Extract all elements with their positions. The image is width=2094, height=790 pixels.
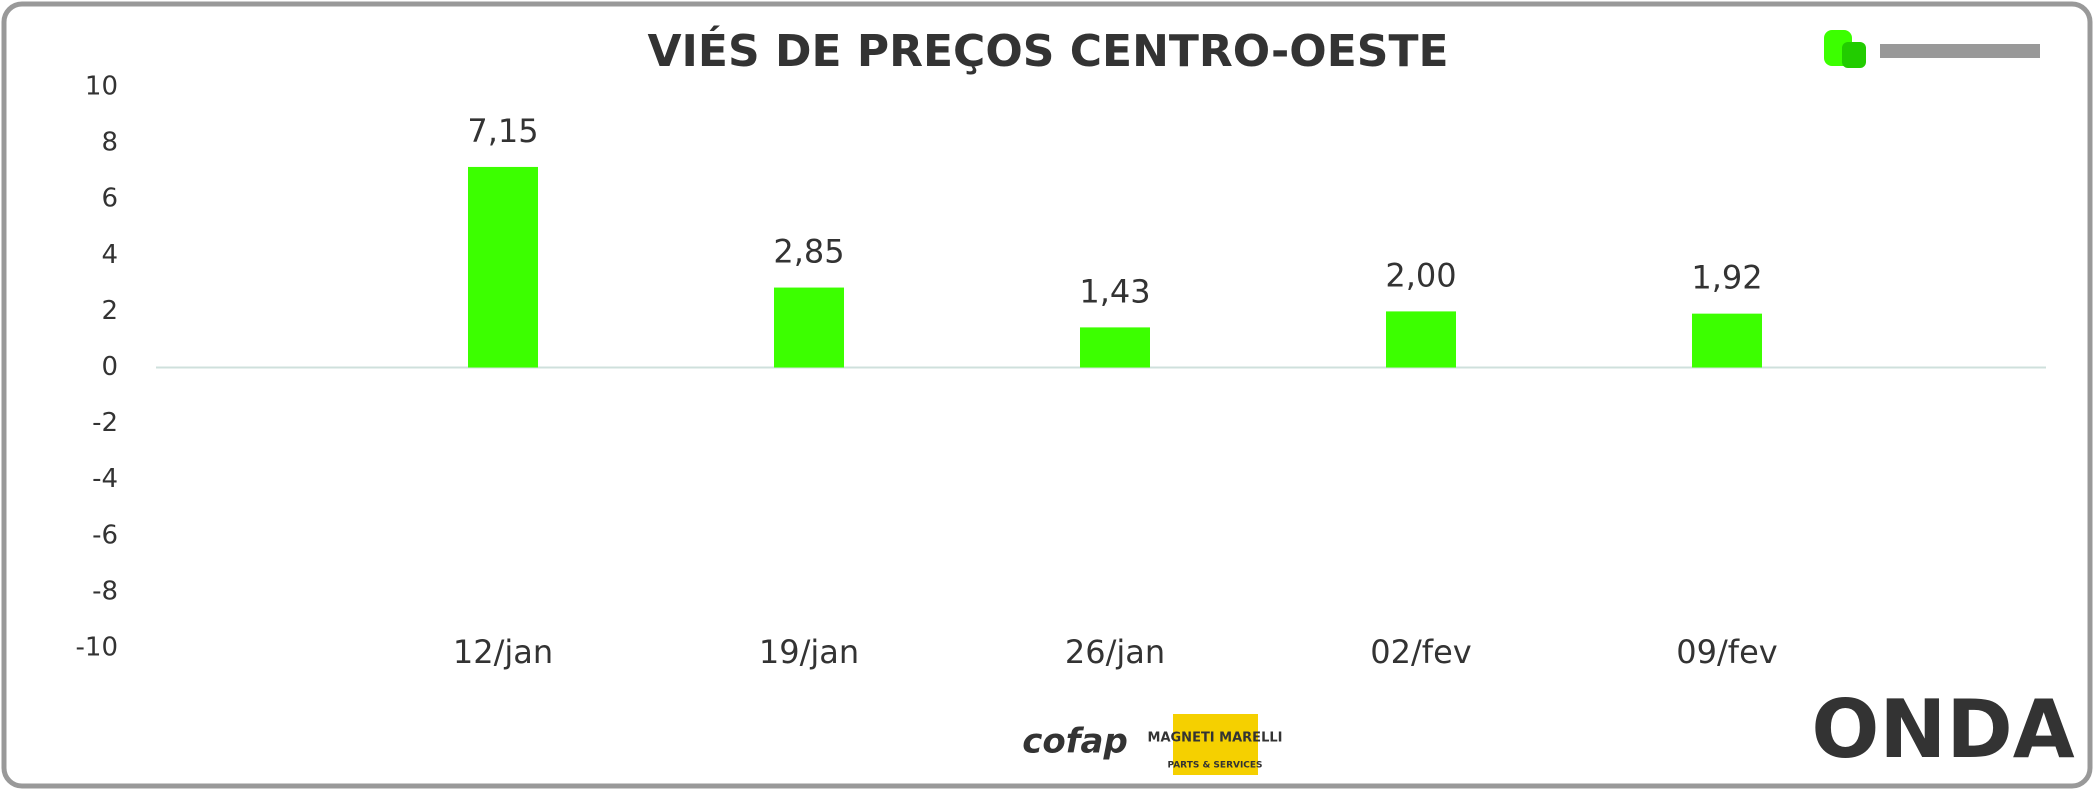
y-tick-label: -4 [92,464,118,494]
cofap-logo: cofap [1022,722,1128,762]
x-tick-label: 19/jan [759,633,859,671]
y-tick-label: -2 [92,408,118,438]
x-tick-label: 09/fev [1676,633,1777,671]
y-tick-label: 4 [101,240,118,270]
y-tick-label: 2 [101,296,118,326]
x-tick-label: 12/jan [453,633,553,671]
y-tick-label: -10 [76,633,118,663]
y-tick-label: 0 [101,352,118,382]
bar [1692,313,1762,368]
bar [1386,311,1456,368]
value-label: 2,00 [1385,256,1456,294]
marelli-logo-bottom: PARTS & SERVICES [1167,761,1262,771]
value-label: 1,43 [1079,272,1150,310]
y-tick-label: 8 [101,128,118,158]
y-tick-label: -8 [92,576,118,606]
bar [1080,327,1150,368]
y-tick-label: 10 [85,72,118,102]
marelli-logo-top: MAGNETI MARELLI [1148,731,1283,746]
y-tick-label: 6 [101,184,118,214]
top-logo [1824,30,2040,68]
x-tick-label: 02/fev [1370,633,1471,671]
onda-logo: ONDA [1811,683,2074,776]
marelli-logo-box [1173,714,1258,775]
value-label: 7,15 [467,112,538,150]
value-label: 1,92 [1691,259,1762,297]
bar [468,166,538,368]
y-tick-label: -6 [92,520,118,550]
value-label: 2,85 [773,233,844,271]
bar [774,287,844,368]
chart-title: VIÉS DE PREÇOS CENTRO-OESTE [647,24,1448,77]
x-tick-label: 26/jan [1065,633,1165,671]
